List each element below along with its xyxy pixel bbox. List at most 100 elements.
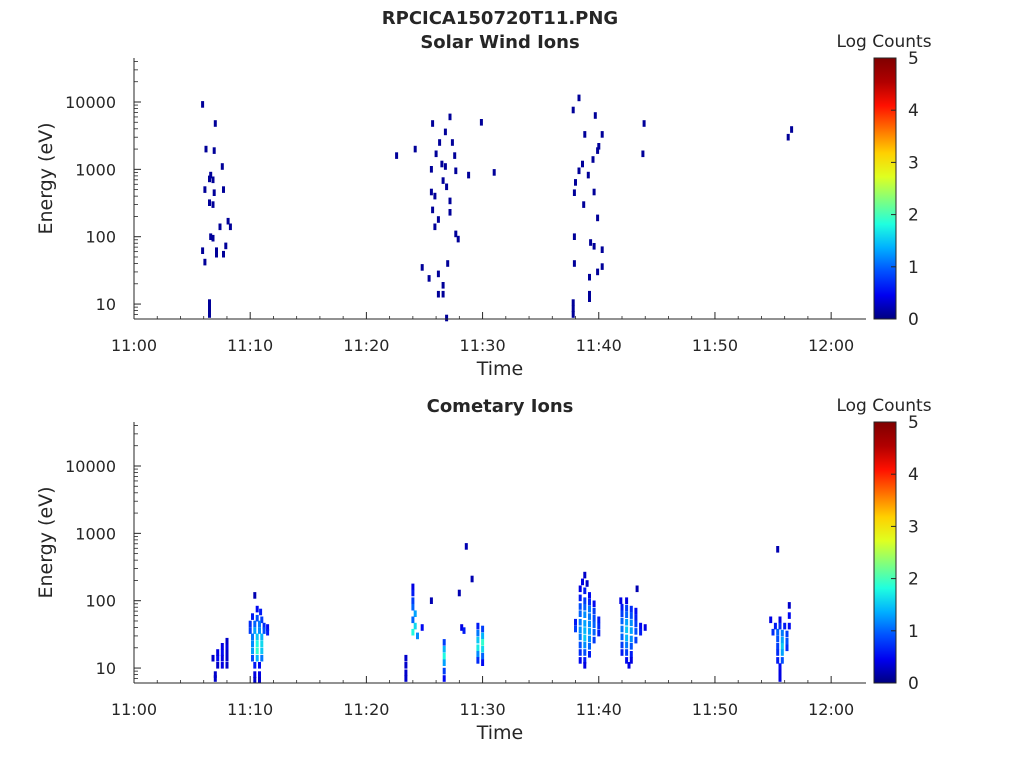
y-tick-label: 100 <box>85 228 116 247</box>
data-cell <box>592 614 596 622</box>
data-cell <box>481 632 485 640</box>
colorbar-tick-label: 3 <box>908 517 919 537</box>
panels: 11:00 11:10 11:20 11:30 11:40 11:50 12:0010100… <box>35 32 932 744</box>
data-cell <box>404 654 408 662</box>
data-cell <box>625 597 629 604</box>
data-cell <box>479 119 483 126</box>
x-tick-label: 11:40 <box>576 700 622 719</box>
data-cell <box>208 199 211 206</box>
data-cell <box>780 643 784 650</box>
x-tick-label: 11:50 <box>692 700 738 719</box>
colorbar-label: Log Counts <box>836 32 931 52</box>
data-cell <box>583 620 587 627</box>
data-cell <box>578 633 582 641</box>
data-cell <box>776 546 780 553</box>
data-cell <box>251 640 254 647</box>
data-cells <box>201 94 794 322</box>
data-cell <box>583 657 587 664</box>
data-cell <box>577 167 581 175</box>
colorbar-tick-label: 5 <box>908 413 919 433</box>
data-cell <box>429 597 433 604</box>
data-cell <box>627 662 631 669</box>
data-cell <box>476 622 480 630</box>
data-cell <box>481 652 485 660</box>
data-cell <box>629 627 633 634</box>
data-cell <box>434 150 438 158</box>
data-cell <box>625 634 629 642</box>
data-cell <box>571 305 575 313</box>
data-cell <box>780 629 784 637</box>
data-cell <box>583 662 587 669</box>
y-tick-label: 100 <box>85 592 116 611</box>
data-cell <box>577 94 581 102</box>
x-axis-label: Time <box>476 722 524 744</box>
y-tick-label: 10 <box>96 659 116 678</box>
data-cell <box>586 171 590 179</box>
data-cell <box>776 628 780 636</box>
data-cell <box>404 669 408 677</box>
data-cell <box>481 659 485 666</box>
data-cell <box>213 671 217 678</box>
data-cell <box>253 676 257 684</box>
data-cell <box>220 649 224 656</box>
data-cell <box>597 622 601 630</box>
data-cell <box>771 628 775 636</box>
data-cell <box>639 628 643 636</box>
data-cell <box>583 603 587 611</box>
data-cell <box>404 675 408 682</box>
data-cell <box>776 643 780 650</box>
data-cell <box>224 242 228 250</box>
data-cell <box>262 622 266 630</box>
data-cell <box>634 636 638 644</box>
data-cell <box>266 628 270 636</box>
data-cell <box>583 611 587 618</box>
data-cell <box>625 618 629 626</box>
data-cell <box>258 662 261 669</box>
data-cell <box>578 603 582 610</box>
data-cell <box>255 640 259 647</box>
data-cell <box>411 597 415 604</box>
data-cell <box>476 644 480 652</box>
data-cell <box>251 647 254 655</box>
data-cell <box>216 649 220 656</box>
data-cell <box>260 633 264 641</box>
colorbar-tick-label: 2 <box>908 206 919 226</box>
data-cell <box>211 201 215 208</box>
data-cell <box>629 651 633 658</box>
data-cell <box>585 580 589 587</box>
data-cell <box>572 233 576 240</box>
data-cell <box>222 250 225 258</box>
data-cell <box>448 197 452 205</box>
data-cell <box>433 192 437 200</box>
data-cell <box>583 587 587 595</box>
y-tick-label: 10 <box>96 295 116 314</box>
data-cell <box>226 217 230 225</box>
data-cell <box>582 201 586 208</box>
x-tick-label: 11:30 <box>460 336 506 355</box>
data-cell <box>641 150 645 158</box>
data-cell <box>476 651 480 658</box>
data-cell <box>625 604 629 612</box>
data-cell <box>572 260 576 267</box>
data-cell <box>429 188 433 196</box>
data-cell <box>454 167 458 175</box>
data-cell <box>639 622 643 630</box>
data-cell <box>778 622 782 630</box>
data-cell <box>629 643 633 650</box>
data-cell <box>255 647 259 655</box>
data-cell <box>203 258 207 266</box>
data-cell <box>446 260 450 267</box>
data-cell <box>592 628 596 636</box>
data-cell <box>225 637 229 645</box>
data-cell <box>776 649 780 656</box>
data-cell <box>583 649 587 656</box>
data-cell <box>591 156 595 163</box>
panel-solar-wind-ions: 11:00 11:10 11:20 11:30 11:40 11:50 12:0010100… <box>35 32 932 380</box>
data-cell <box>780 657 784 664</box>
colorbar-tick-label: 0 <box>908 674 919 694</box>
data-cell <box>260 640 264 647</box>
plot-area <box>134 58 866 319</box>
data-cell <box>431 120 435 127</box>
